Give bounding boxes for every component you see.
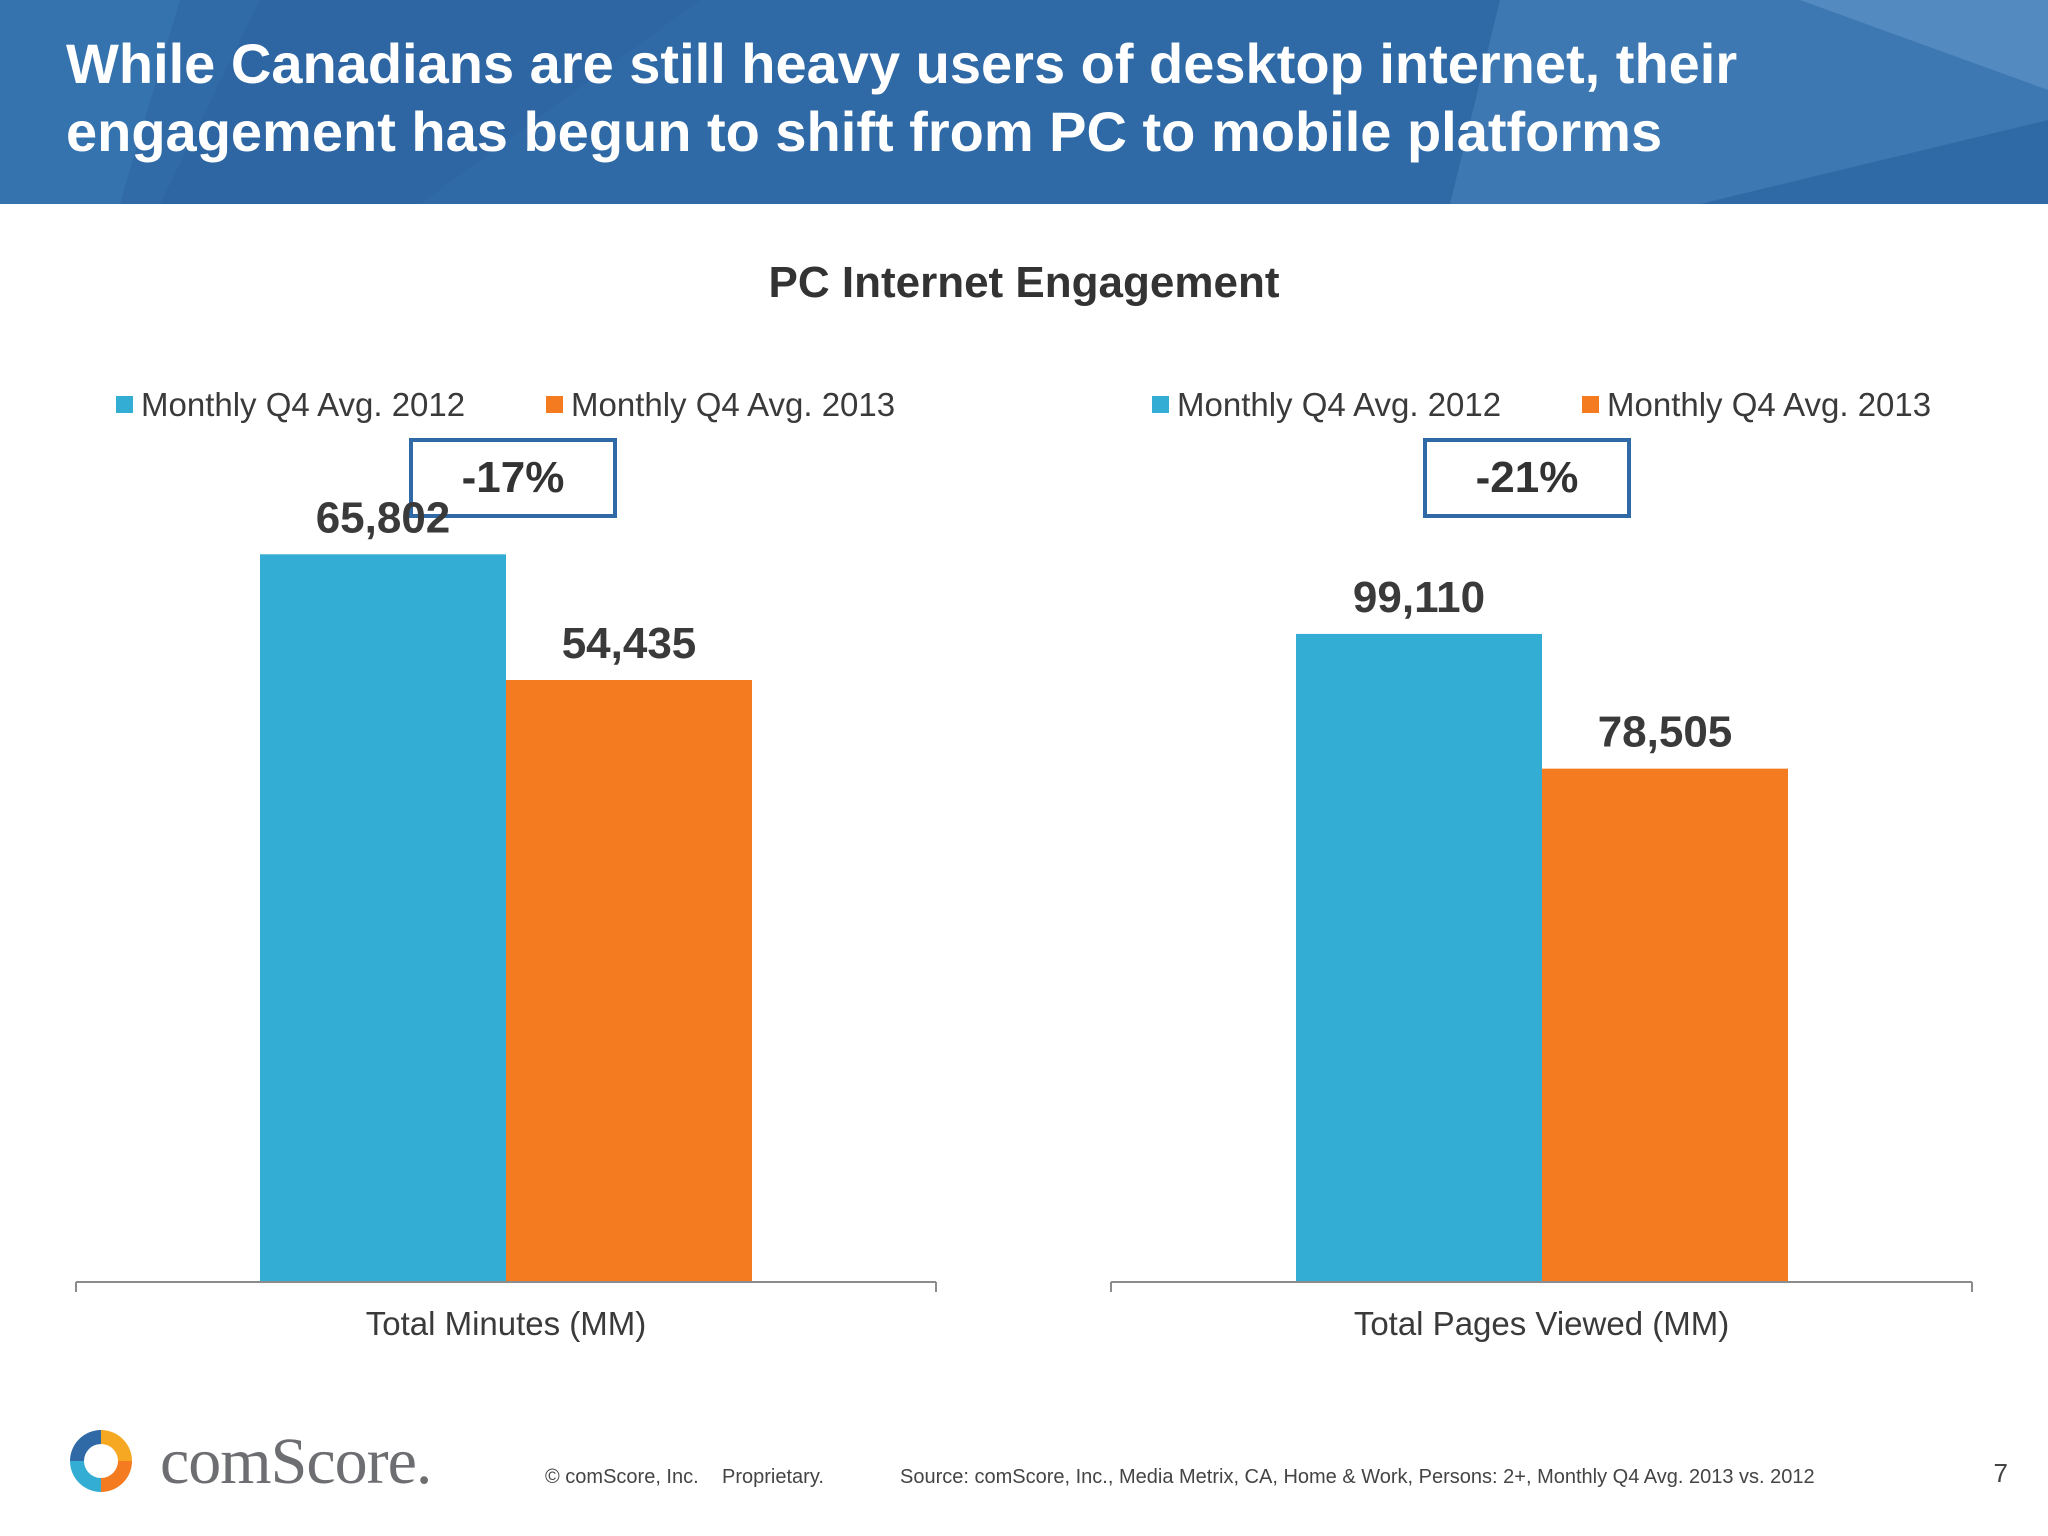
comscore-logo-text: comScore. [160,1425,432,1498]
legend-swatch-2012 [116,396,133,413]
change-callout-box [1423,438,1631,518]
comscore-logo-icon [70,1430,132,1492]
change-callout-label: -17% [462,453,565,502]
title-banner: While Canadians are still heavy users of… [0,0,2048,204]
slide-title: While Canadians are still heavy users of… [66,32,1738,163]
data-label-2012: 99,110 [1353,573,1485,622]
x-category-label: Total Pages Viewed (MM) [1354,1305,1729,1342]
bar-2012 [1296,633,1542,1282]
legend-swatch-2013 [546,396,563,413]
change-callout-label: -21% [1476,453,1579,502]
data-label-2013: 54,435 [562,619,697,668]
legend-label-2013: Monthly Q4 Avg. 2013 [1607,386,1931,423]
legend-label-2013: Monthly Q4 Avg. 2013 [571,386,895,423]
page-number: 7 [1993,1458,2008,1488]
x-category-label: Total Minutes (MM) [366,1305,647,1342]
change-callout-box [409,438,617,518]
legend-label-2012: Monthly Q4 Avg. 2012 [141,386,465,423]
chart-section-title: PC Internet Engagement [768,258,1280,307]
source-text: Source: comScore, Inc., Media Metrix, CA… [900,1466,1815,1488]
data-label-2012: 65,802 [316,493,451,542]
bar-2013 [1542,768,1788,1282]
copyright-text: © comScore, Inc. [545,1466,699,1488]
legend-swatch-2012 [1152,396,1169,413]
proprietary-text: Proprietary. [722,1466,824,1488]
charts-canvas: Monthly Q4 Avg. 2012 Monthly Q4 Avg. 2013… [75,386,1973,1342]
legend-label-2012: Monthly Q4 Avg. 2012 [1177,386,1501,423]
bar-2012 [260,554,506,1282]
bar-2013 [506,680,752,1282]
legend-swatch-2013 [1582,396,1599,413]
banner-decoration [0,0,2048,204]
data-label-2013: 78,505 [1598,708,1733,757]
